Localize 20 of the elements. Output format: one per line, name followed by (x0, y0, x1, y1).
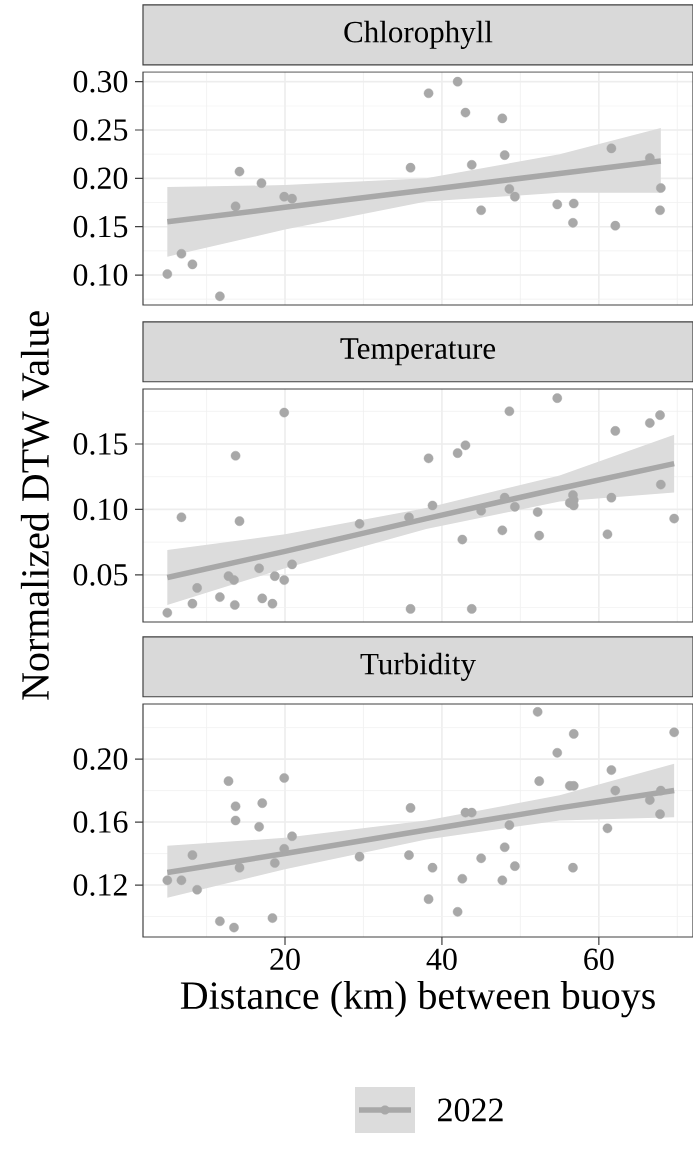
x-axis-title: Distance (km) between buoys (180, 981, 655, 1018)
y-tick-label: 0.15 (73, 215, 128, 238)
chart-title: Turbidity (360, 652, 476, 681)
y-axis-title: Normalized DTW Value (20, 311, 50, 700)
y-tick-label: 0.16 (73, 811, 128, 833)
x-tick-label: 60 (584, 948, 614, 971)
chart-title: Temperature (340, 338, 496, 366)
legend-label: 2022 (438, 1098, 503, 1122)
y-tick-label: 0.25 (73, 119, 128, 141)
x-tick-label: 40 (426, 948, 457, 971)
y-tick-label: 0.10 (73, 498, 128, 521)
y-tick-label: 0.12 (73, 874, 127, 896)
chart-title: Chlorophyll (344, 20, 493, 49)
y-tick-label: 0.30 (73, 70, 128, 93)
y-tick-label: 0.15 (73, 433, 128, 455)
y-tick-label: 0.10 (73, 264, 128, 286)
y-tick-label: 0.20 (73, 167, 128, 190)
x-tick-label: 20 (270, 948, 300, 971)
y-tick-label: 0.05 (73, 564, 128, 586)
y-tick-label: 0.20 (73, 748, 128, 770)
